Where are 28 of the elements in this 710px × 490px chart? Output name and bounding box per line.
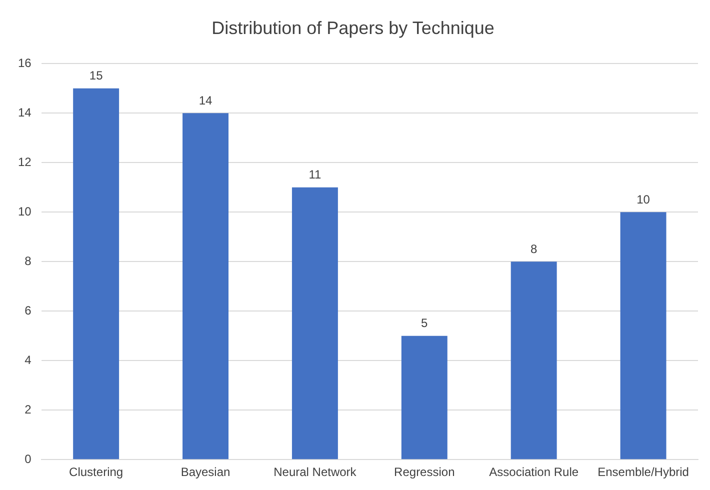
y-tick-label: 12 (18, 154, 32, 169)
data-label: 5 (421, 316, 428, 330)
x-tick-label: Clustering (69, 465, 124, 480)
data-label: 15 (89, 68, 104, 83)
y-tick-label: 0 (24, 452, 32, 466)
bar (510, 262, 557, 460)
data-label: 8 (530, 242, 538, 256)
x-tick-label: Neural Network (274, 465, 358, 480)
bar (620, 212, 666, 460)
chart-title: Distribution of Papers by Technique (212, 18, 494, 38)
y-tick-label: 4 (24, 352, 32, 367)
y-tick-label: 14 (18, 105, 32, 120)
bar (73, 88, 120, 460)
bar (182, 113, 228, 460)
y-tick-label: 6 (24, 303, 32, 318)
x-tick-label: Ensemble/Hybrid (598, 465, 689, 480)
data-label: 14 (198, 93, 213, 108)
y-tick-label: 10 (18, 204, 32, 218)
x-tick-label: Bayesian (180, 465, 230, 480)
y-tick-label: 8 (24, 254, 32, 268)
data-label: 10 (636, 192, 650, 206)
x-tick-label: Association Rule (489, 465, 579, 480)
data-label: 11 (308, 168, 322, 182)
x-tick-label: Regression (394, 465, 455, 480)
y-tick-label: 2 (24, 402, 32, 416)
y-tick-label: 16 (18, 56, 32, 70)
bar (401, 336, 448, 460)
bar (292, 187, 338, 460)
